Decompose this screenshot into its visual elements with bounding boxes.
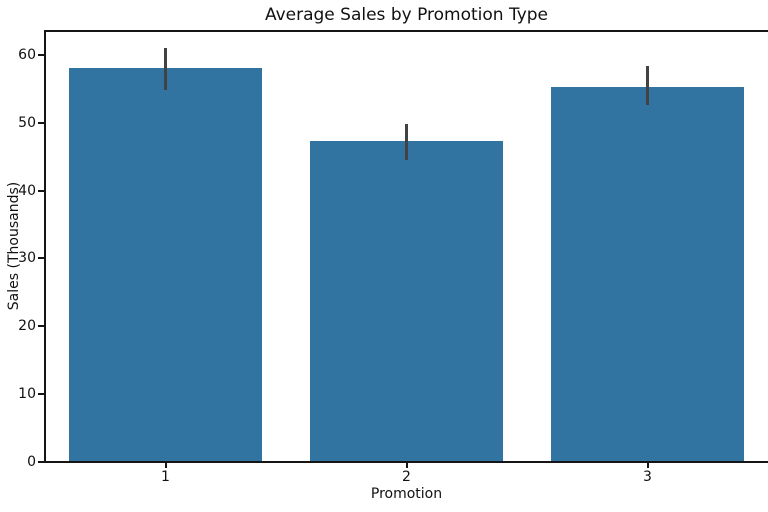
y-tick-label: 20 <box>18 318 36 335</box>
chart-title: Average Sales by Promotion Type <box>264 5 549 25</box>
y-tick-mark <box>38 325 44 328</box>
y-axis-spine <box>44 30 46 463</box>
y-tick-label: 50 <box>18 114 36 131</box>
y-axis-label: Sales (Thousands) <box>6 181 22 311</box>
y-tick-label: 10 <box>18 386 36 403</box>
x-tick-mark <box>164 463 167 468</box>
bar <box>69 67 262 462</box>
y-tick-mark <box>38 393 44 396</box>
x-axis-spine <box>44 461 768 463</box>
y-tick-label: 40 <box>18 182 36 199</box>
error-bar <box>164 47 167 91</box>
y-tick-mark <box>38 189 44 192</box>
error-bar <box>405 123 408 160</box>
bar <box>551 87 744 462</box>
top-spine <box>44 30 768 32</box>
y-tick-label: 0 <box>27 454 36 470</box>
error-bar <box>646 65 649 105</box>
x-tick-label: 2 <box>402 469 411 485</box>
y-tick-mark <box>38 121 44 124</box>
bar <box>310 140 503 462</box>
y-tick-mark <box>38 53 44 56</box>
x-tick-mark <box>405 463 408 468</box>
x-axis-label: Promotion <box>370 486 443 502</box>
x-tick-label: 3 <box>643 469 652 485</box>
y-tick-label: 60 <box>18 46 36 63</box>
x-tick-label: 1 <box>161 469 170 485</box>
x-tick-mark <box>646 463 649 468</box>
y-tick-label: 30 <box>18 250 36 267</box>
y-tick-mark <box>38 257 44 260</box>
y-tick-mark <box>38 461 44 463</box>
